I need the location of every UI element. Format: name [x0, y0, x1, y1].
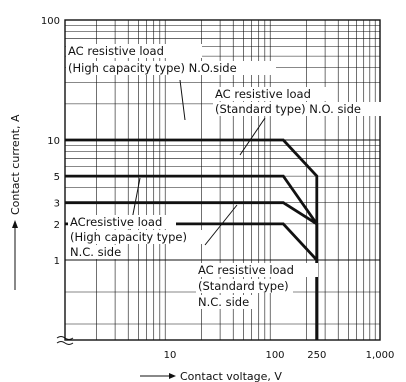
annotation-bg — [68, 215, 176, 229]
x-tick-label: 10 — [164, 350, 177, 361]
annotation-line: (High capacity type) — [70, 230, 187, 244]
y-axis-label-group: Contact current, A — [9, 114, 22, 290]
y-tick-label: 1 — [54, 256, 60, 267]
x-tick-label: 1,000 — [366, 350, 395, 361]
annotation-line: (Standard type) N.O. side — [215, 102, 361, 116]
x-tick-label: 250 — [307, 350, 326, 361]
annotation-4: AC resistive load (Standard type) N.C. sid… — [196, 204, 318, 309]
annotation-3: ACresistive load(High capacity type)N.C.… — [68, 177, 202, 259]
annotation-leader — [179, 79, 186, 121]
annotation-line: N.C. side — [198, 295, 249, 309]
annotation-bg — [66, 61, 276, 75]
x-axis-label: Contact voltage, V — [180, 370, 282, 382]
annotation-bg — [213, 87, 335, 101]
axis-break-icon — [56, 336, 74, 345]
annotation-bg — [196, 295, 257, 309]
plot-frame — [64, 19, 381, 341]
annotation-line: (Standard type) — [198, 279, 289, 293]
y-axis-arrowhead-icon — [12, 220, 18, 228]
series-group — [65, 138, 319, 340]
annotation-leader — [204, 204, 238, 246]
annotation-line: AC resistive load — [215, 87, 311, 101]
annotation-bg — [68, 245, 117, 259]
annotation-line: ACresistive load — [70, 215, 162, 229]
annotation-bg — [68, 230, 202, 244]
series-line-3 — [65, 201, 318, 226]
annotation-bg — [66, 44, 202, 58]
tick-labels: 10 100 250 1,000 100 10 5 3 2 1 — [41, 16, 394, 361]
annotation-bg — [196, 263, 318, 277]
annotation-line: AC resistive load — [68, 44, 164, 58]
annotation-line: N.C. side — [70, 245, 121, 259]
y-tick-label: 10 — [47, 136, 60, 147]
annotation-1: AC resistive load (High capacity type) N.… — [66, 44, 276, 121]
annotation-bg — [196, 279, 293, 293]
annotation-leader — [239, 117, 266, 156]
annotation-bg — [213, 102, 385, 116]
x-axis-label-group: Contact voltage, V — [140, 370, 282, 382]
y-axis-label: Contact current, A — [9, 114, 22, 215]
annotation-line: AC resistive load — [198, 263, 294, 277]
annotation-line: (High capacity type) N.O.side — [68, 61, 237, 75]
y-tick-label: 5 — [54, 172, 60, 183]
x-axis-arrowhead-icon — [169, 373, 176, 379]
y-tick-label: 2 — [54, 220, 60, 231]
annotations: AC resistive load (High capacity type) N.… — [66, 44, 385, 309]
y-tick-label: 100 — [41, 16, 60, 27]
x-tick-label: 100 — [265, 350, 284, 361]
annotation-2: AC resistive load(Standard type) N.O. si… — [213, 87, 385, 156]
y-tick-label: 3 — [54, 199, 60, 210]
